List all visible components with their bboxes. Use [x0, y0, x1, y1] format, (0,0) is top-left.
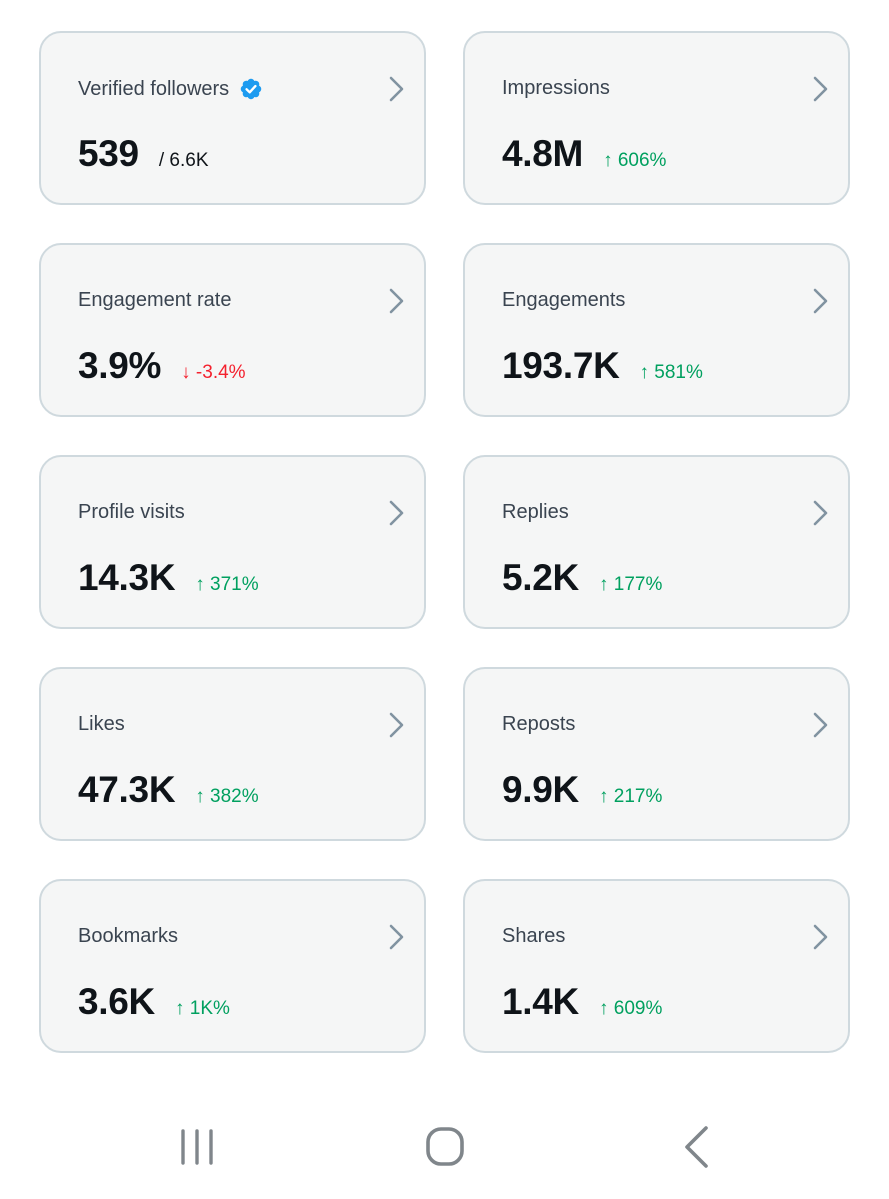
metric-change: ↑ 217% — [598, 786, 663, 807]
card-label: Engagements — [502, 289, 626, 311]
chevron-right-icon — [389, 712, 404, 738]
card-label: Shares — [502, 925, 566, 947]
metric-change: ↑ 606% — [603, 150, 667, 171]
metric-value: 14.3K — [78, 557, 176, 598]
metric-change: ↑ 371% — [195, 574, 259, 595]
card-label: Reposts — [502, 713, 576, 735]
verified-badge-icon — [240, 78, 262, 100]
card-label: Engagement rate — [78, 289, 232, 311]
metric-total: / 6.6K — [158, 150, 209, 171]
card-verified-followers[interactable]: Verified followers 539 / 6.6K — [39, 31, 426, 205]
metric-value: 47.3K — [78, 769, 176, 810]
metric-value: 3.6K — [78, 981, 155, 1022]
metrics-grid: Verified followers 539 / 6.6K Impression… — [39, 31, 850, 1053]
chevron-right-icon — [813, 924, 828, 950]
chevron-right-icon — [813, 288, 828, 314]
metric-change: ↑ 609% — [598, 998, 663, 1019]
metric-change: ↑ 382% — [195, 786, 259, 807]
metric-change: ↑ 581% — [639, 362, 703, 383]
metric-change: ↓ -3.4% — [181, 362, 246, 383]
card-profile-visits[interactable]: Profile visits 14.3K ↑ 371% — [39, 455, 426, 629]
card-label: Replies — [502, 501, 569, 523]
chevron-right-icon — [389, 924, 404, 950]
metric-value: 3.9% — [78, 345, 162, 386]
chevron-right-icon — [389, 288, 404, 314]
card-engagements[interactable]: Engagements 193.7K ↑ 581% — [463, 243, 850, 417]
home-icon[interactable] — [420, 1125, 470, 1169]
card-label: Likes — [78, 713, 125, 735]
metric-change: ↑ 177% — [598, 574, 663, 595]
metric-value: 539 — [78, 133, 139, 174]
chevron-right-icon — [813, 76, 828, 102]
metric-change: ↑ 1K% — [174, 998, 230, 1019]
chevron-right-icon — [813, 500, 828, 526]
card-label: Impressions — [502, 77, 610, 99]
system-navigation-bar — [0, 1095, 889, 1199]
metric-value: 193.7K — [502, 345, 620, 386]
card-label: Bookmarks — [78, 925, 179, 947]
card-impressions[interactable]: Impressions 4.8M ↑ 606% — [463, 31, 850, 205]
card-label: Verified followers — [78, 77, 230, 100]
card-reposts[interactable]: Reposts 9.9K ↑ 217% — [463, 667, 850, 841]
chevron-right-icon — [813, 712, 828, 738]
card-shares[interactable]: Shares 1.4K ↑ 609% — [463, 879, 850, 1053]
chevron-right-icon — [389, 500, 404, 526]
metric-value: 5.2K — [502, 557, 579, 598]
back-icon[interactable] — [672, 1125, 722, 1169]
metric-value: 1.4K — [502, 981, 579, 1022]
card-engagement-rate[interactable]: Engagement rate 3.9% ↓ -3.4% — [39, 243, 426, 417]
recent-apps-icon[interactable] — [172, 1125, 222, 1169]
card-label: Profile visits — [78, 501, 185, 523]
metric-value: 9.9K — [502, 769, 579, 810]
chevron-right-icon — [389, 76, 404, 102]
card-bookmarks[interactable]: Bookmarks 3.6K ↑ 1K% — [39, 879, 426, 1053]
card-replies[interactable]: Replies 5.2K ↑ 177% — [463, 455, 850, 629]
metric-value: 4.8M — [502, 133, 584, 174]
card-likes[interactable]: Likes 47.3K ↑ 382% — [39, 667, 426, 841]
